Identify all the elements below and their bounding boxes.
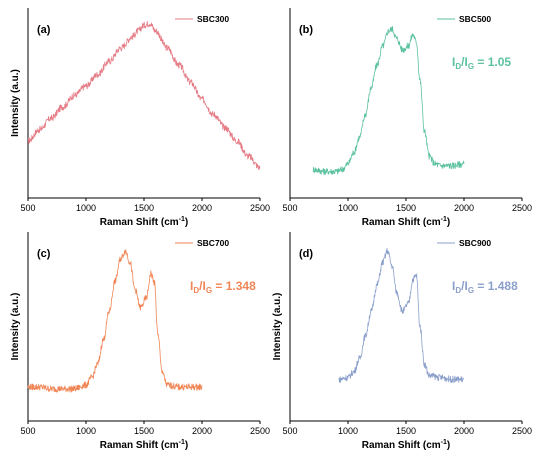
- x-tick-label: 2000: [192, 426, 212, 436]
- x-tick-label: 1500: [134, 426, 154, 436]
- x-tick-label: 2500: [250, 203, 270, 213]
- x-tick-label: 500: [20, 203, 35, 213]
- x-tick-label: 2000: [454, 203, 474, 213]
- panel-d: 500 1000 1500 2000 2500 Raman Shift (cm-1) Int…: [272, 232, 532, 451]
- x-tick-label: 1000: [338, 426, 358, 436]
- x-tick-label: 2000: [454, 426, 474, 436]
- y-axis-title: Intensity (a.u.): [10, 69, 21, 137]
- x-axis-title: Raman Shift (cm-1): [100, 216, 188, 228]
- spectrum-line: [312, 26, 465, 176]
- x-tick-label: 500: [20, 426, 35, 436]
- x-tick-label: 1000: [76, 203, 96, 213]
- x-tick-label: 1000: [76, 426, 96, 436]
- panel-label: (d): [299, 248, 313, 260]
- panel-c: 500 1000 1500 2000 2500 Raman Shift (cm-1) Int…: [10, 232, 270, 451]
- x-axis-title: Raman Shift (cm-1): [362, 216, 450, 228]
- legend-label: SBC900: [459, 238, 491, 248]
- spectrum-line: [27, 249, 203, 393]
- x-tick-label: 2500: [250, 426, 270, 436]
- intensity-ratio-label: ID/IG = 1.348: [190, 279, 256, 295]
- x-tick-label: 500: [282, 203, 297, 213]
- spectrum-line: [27, 20, 261, 171]
- x-tick-label: 1500: [134, 203, 154, 213]
- x-tick-label: 500: [282, 426, 297, 436]
- panel-a: 500 1000 1500 2000 2500 Raman Shift (cm-1) Int…: [10, 8, 270, 228]
- y-axis-title: Intensity (a.u.): [272, 293, 283, 361]
- y-axis-title: Intensity (a.u.): [10, 293, 21, 361]
- panel-b: 500 1000 1500 2000 2500 Raman Shift (cm-1) (b)…: [282, 8, 532, 228]
- x-axis-title: Raman Shift (cm-1): [362, 439, 450, 451]
- x-tick-label: 2500: [512, 426, 532, 436]
- x-tick-label: 1000: [338, 203, 358, 213]
- panel-label: (b): [299, 24, 313, 36]
- x-tick-label: 1500: [396, 426, 416, 436]
- intensity-ratio-label: ID/IG = 1.05: [452, 55, 511, 71]
- legend-label: SBC700: [197, 238, 229, 248]
- legend-label: SBC300: [197, 14, 229, 24]
- x-tick-label: 1500: [396, 203, 416, 213]
- panel-label: (a): [37, 24, 51, 36]
- x-tick-label: 2500: [512, 203, 532, 213]
- legend-label: SBC500: [459, 14, 491, 24]
- intensity-ratio-label: ID/IG = 1.488: [452, 279, 518, 295]
- x-tick-label: 2000: [192, 203, 212, 213]
- x-axis-title: Raman Shift (cm-1): [100, 439, 188, 451]
- panel-label: (c): [37, 248, 51, 260]
- spectrum-line: [338, 248, 465, 383]
